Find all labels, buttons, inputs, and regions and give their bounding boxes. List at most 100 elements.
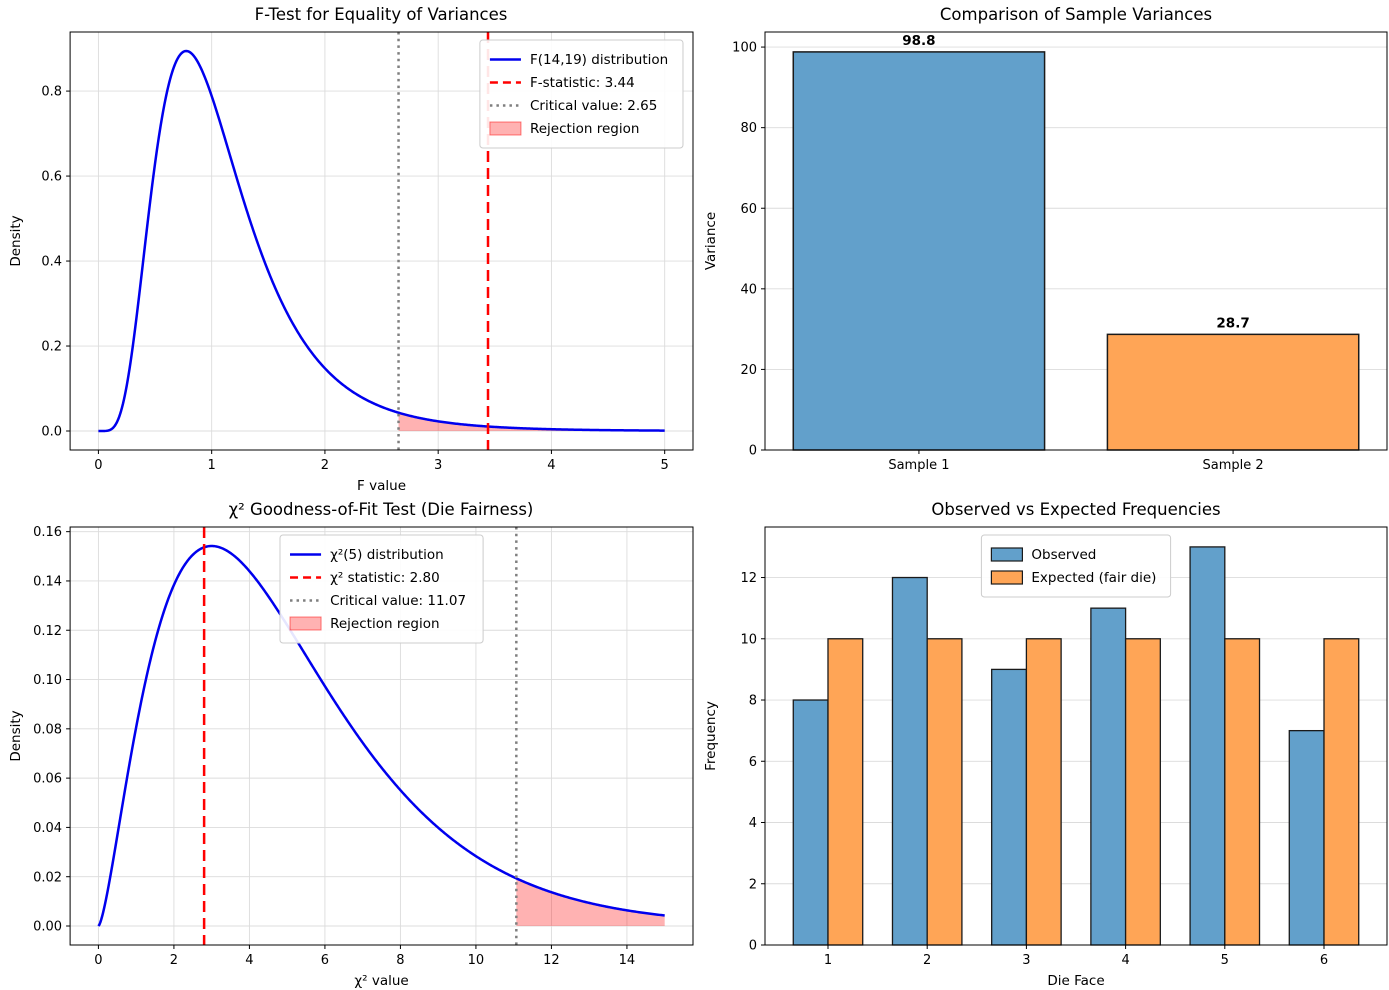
svg-text:5: 5 xyxy=(1221,953,1229,968)
f-test-title: F-Test for Equality of Variances xyxy=(254,5,508,24)
svg-text:12: 12 xyxy=(740,571,757,586)
frequency-bar xyxy=(1025,638,1062,946)
svg-text:0.02: 0.02 xyxy=(33,870,62,885)
legend-label: χ²(5) distribution xyxy=(330,547,444,563)
svg-text:0.10: 0.10 xyxy=(33,673,62,688)
svg-text:0.14: 0.14 xyxy=(33,575,62,590)
svg-text:0.2: 0.2 xyxy=(41,340,62,355)
legend-label: Critical value: 11.07 xyxy=(330,593,466,609)
svg-text:20: 20 xyxy=(740,363,757,378)
y-axis-label: Density xyxy=(8,710,24,761)
svg-text:0.12: 0.12 xyxy=(33,624,62,639)
svg-text:4: 4 xyxy=(749,816,757,831)
axes-frame xyxy=(69,31,694,451)
legend-label: Observed xyxy=(1031,547,1096,563)
legend-label: Rejection region xyxy=(330,616,439,632)
axis-ticks: Sample 1 Sample 2 0 20 40 60 80 100 xyxy=(732,41,1263,474)
observed-expected-title: Observed vs Expected Frequencies xyxy=(931,500,1221,519)
svg-text:0.00: 0.00 xyxy=(33,920,62,935)
svg-text:0.0: 0.0 xyxy=(41,425,62,440)
svg-text:60: 60 xyxy=(740,202,757,217)
svg-text:1: 1 xyxy=(824,953,832,968)
svg-text:2: 2 xyxy=(170,953,178,968)
x-axis-label: F value xyxy=(357,478,406,494)
svg-text:0.4: 0.4 xyxy=(41,255,62,270)
svg-text:6: 6 xyxy=(1320,953,1328,968)
svg-text:100: 100 xyxy=(732,41,757,56)
rejection-region xyxy=(398,412,665,431)
legend-label: Rejection region xyxy=(530,121,639,137)
svg-text:40: 40 xyxy=(740,282,757,297)
svg-text:4: 4 xyxy=(547,458,555,473)
y-axis-label: Frequency xyxy=(703,701,719,771)
svg-text:0.06: 0.06 xyxy=(33,772,62,787)
svg-text:4: 4 xyxy=(1121,953,1129,968)
legend-label: χ² statistic: 2.80 xyxy=(330,570,440,586)
frequency-bar xyxy=(1124,638,1161,946)
svg-text:0: 0 xyxy=(94,953,102,968)
frequency-bar xyxy=(891,576,928,946)
y-axis-label: Variance xyxy=(703,212,719,270)
legend-label: F-statistic: 3.44 xyxy=(530,75,635,91)
variance-comparison-title: Comparison of Sample Variances xyxy=(939,5,1213,24)
svg-text:0.08: 0.08 xyxy=(33,722,62,737)
svg-text:10: 10 xyxy=(468,953,485,968)
legend-label: F(14,19) distribution xyxy=(530,52,668,68)
svg-text:80: 80 xyxy=(740,121,757,136)
svg-text:2: 2 xyxy=(321,458,329,473)
bar-value-label: 98.8 xyxy=(902,33,935,49)
bar-value-label: 28.7 xyxy=(1216,315,1249,331)
svg-text:5: 5 xyxy=(661,458,669,473)
svg-text:6: 6 xyxy=(749,755,757,770)
svg-text:2: 2 xyxy=(749,877,757,892)
svg-text:0: 0 xyxy=(94,458,102,473)
axis-ticks: 0 1 2 3 4 5 0.0 0.2 0.4 0.6 0.8 xyxy=(41,85,668,473)
variance-comparison-panel: Comparison of Sample Variances 98.8 28.7 S… xyxy=(695,0,1389,495)
variance-comparison-plot: 98.8 28.7 Sample 1 Sample 2 0 20 40 60 80 100 Vari… xyxy=(703,31,1388,474)
svg-text:10: 10 xyxy=(740,632,757,647)
axes-frame xyxy=(764,526,1388,946)
axes-frame xyxy=(764,31,1388,451)
x-axis-label: χ² value xyxy=(354,973,408,989)
svg-text:0: 0 xyxy=(749,444,757,459)
frequency-bar xyxy=(991,668,1028,946)
axis-ticks: 0 2 4 6 8 10 12 14 0.00 0.02 0.04 0.06 0.08 0.10 0.12 0… xyxy=(33,525,635,968)
frequency-bar xyxy=(926,638,963,946)
density-curve xyxy=(97,544,665,927)
legend-bar-swatch xyxy=(990,547,1023,562)
svg-text:6: 6 xyxy=(321,953,329,968)
rejection-region xyxy=(516,878,665,926)
svg-text:0.16: 0.16 xyxy=(33,525,62,540)
legend-label: Critical value: 2.65 xyxy=(530,98,657,114)
legend: Observed Expected (fair die) xyxy=(980,534,1172,598)
svg-text:Sample 1: Sample 1 xyxy=(888,458,949,473)
legend-bar-swatch xyxy=(990,570,1023,585)
svg-text:4: 4 xyxy=(245,953,253,968)
variance-bar xyxy=(792,51,1046,451)
legend-rejection-swatch xyxy=(289,616,322,631)
svg-text:Sample 2: Sample 2 xyxy=(1202,458,1263,473)
grid xyxy=(70,32,693,450)
axes-frame xyxy=(69,526,694,946)
svg-text:0.04: 0.04 xyxy=(33,821,62,836)
chi-square-test-title: χ² Goodness-of-Fit Test (Die Fairness) xyxy=(228,500,534,519)
chi-square-test-panel: χ² Goodness-of-Fit Test (Die Fairness) 0… xyxy=(0,495,695,990)
frequency-bar xyxy=(1323,638,1360,946)
grid xyxy=(70,527,693,945)
legend-rejection-swatch xyxy=(489,121,522,136)
svg-text:0: 0 xyxy=(749,939,757,954)
svg-text:3: 3 xyxy=(434,458,442,473)
f-test-plot: 0 1 2 3 4 5 0.0 0.2 0.4 0.6 0.8 F value Density F(14,… xyxy=(8,31,694,494)
legend: F(14,19) distribution F-statistic: 3.44 Cr… xyxy=(479,39,684,149)
frequency-bar xyxy=(792,699,829,946)
frequency-bar xyxy=(1224,638,1261,946)
svg-text:0.6: 0.6 xyxy=(41,170,62,185)
svg-text:8: 8 xyxy=(396,953,404,968)
svg-text:0.8: 0.8 xyxy=(41,85,62,100)
density-curve xyxy=(98,49,665,433)
